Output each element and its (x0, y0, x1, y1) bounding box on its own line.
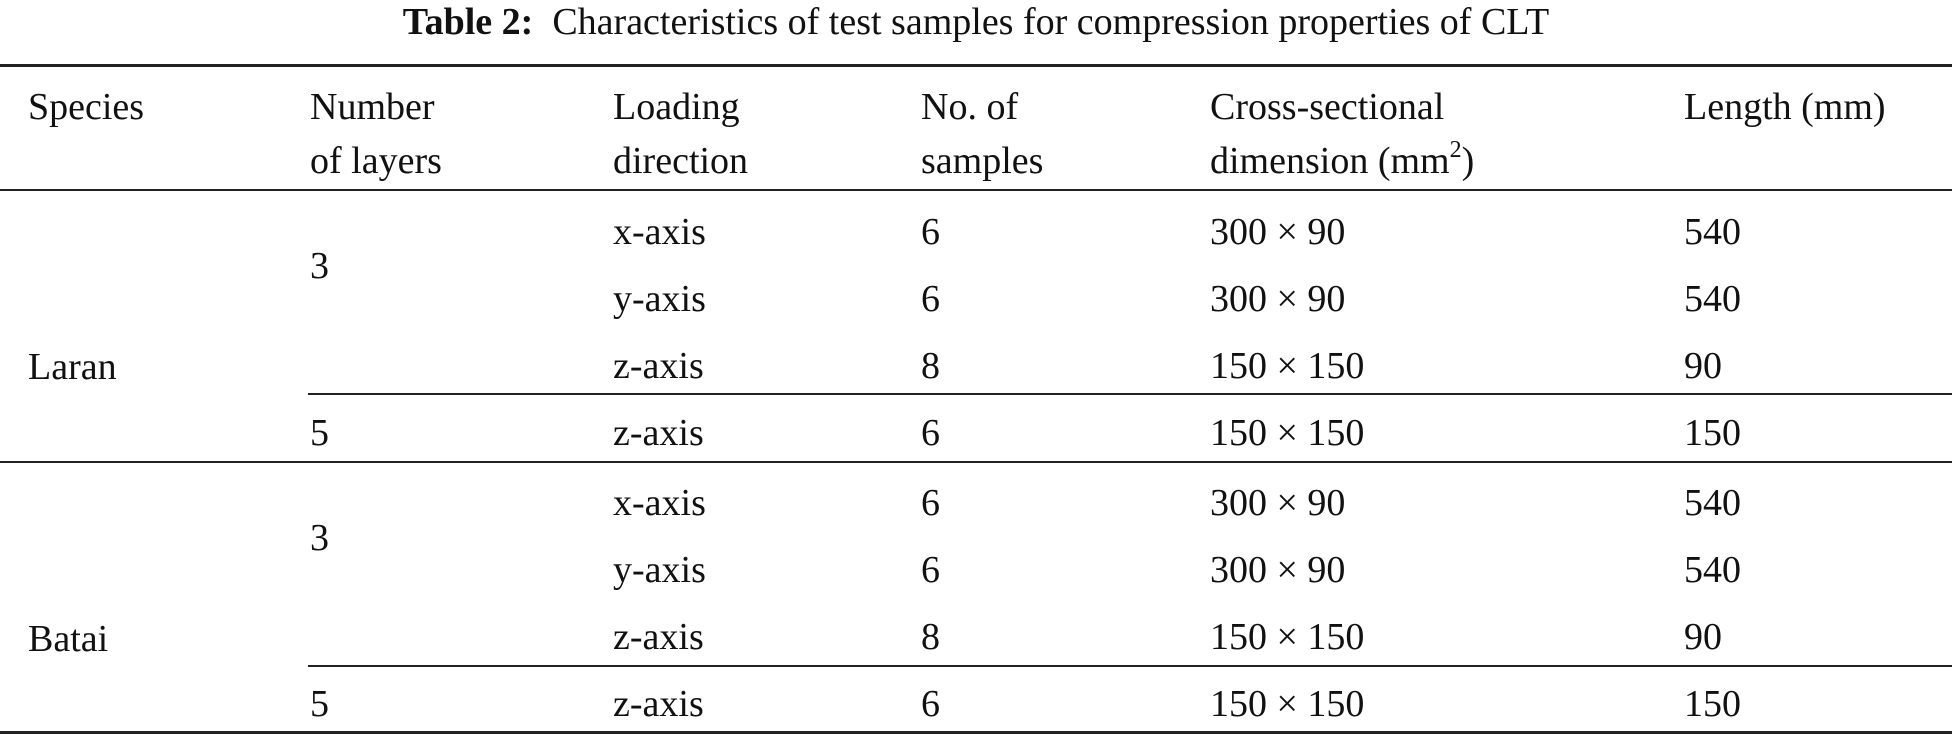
layers-cell: 5 (310, 412, 329, 454)
direction-cell: z-axis (613, 683, 704, 725)
header-length: Length (mm) (1684, 80, 1886, 134)
samples-cell: 6 (921, 211, 940, 253)
species-cell: Batai (28, 618, 109, 660)
header-layers-line1: Number (310, 86, 435, 128)
header-cross-superscript: 2 (1449, 137, 1462, 164)
cross-section-cell: 300 × 90 (1210, 549, 1346, 591)
length-cell: 540 (1684, 482, 1741, 524)
samples-cell: 6 (921, 412, 940, 454)
top-rule (0, 64, 1952, 67)
header-direction: Loading direction (613, 80, 748, 188)
length-cell: 90 (1684, 345, 1722, 387)
header-samples: No. of samples (921, 80, 1043, 188)
direction-cell: y-axis (613, 278, 706, 320)
direction-cell: x-axis (613, 211, 706, 253)
header-cross-line1: Cross-sectional (1210, 86, 1445, 128)
header-length-label: Length (mm) (1684, 86, 1886, 128)
cross-section-cell: 150 × 150 (1210, 683, 1365, 725)
samples-cell: 6 (921, 278, 940, 320)
direction-cell: y-axis (613, 549, 706, 591)
samples-cell: 6 (921, 683, 940, 725)
block-rule (308, 665, 1952, 667)
samples-cell: 6 (921, 549, 940, 591)
length-cell: 540 (1684, 549, 1741, 591)
header-cross-close: ) (1461, 140, 1475, 182)
samples-cell: 8 (921, 345, 940, 387)
cross-section-cell: 300 × 90 (1210, 482, 1346, 524)
table-caption: Table 2: Characteristics of test samples… (0, 0, 1952, 50)
layers-cell: 3 (310, 245, 329, 287)
header-samples-line1: No. of (921, 86, 1019, 128)
header-cross-section: Cross-sectional dimension (mm2) (1210, 80, 1474, 188)
table-caption-label: Table 2: (402, 1, 534, 43)
layers-cell: 5 (310, 683, 329, 725)
length-cell: 150 (1684, 683, 1741, 725)
direction-cell: z-axis (613, 412, 704, 454)
species-cell: Laran (28, 346, 117, 388)
header-samples-line2: samples (921, 140, 1044, 182)
header-layers-line2: of layers (310, 140, 442, 182)
cross-section-cell: 300 × 90 (1210, 211, 1346, 253)
direction-cell: z-axis (613, 616, 704, 658)
cross-section-cell: 150 × 150 (1210, 412, 1365, 454)
length-cell: 540 (1684, 278, 1741, 320)
bottom-rule (0, 731, 1952, 734)
group-rule (0, 461, 1952, 463)
header-cross-line2: dimension (mm2) (1210, 134, 1474, 188)
header-direction-line2: direction (613, 140, 749, 182)
samples-cell: 6 (921, 482, 940, 524)
header-layers: Number of layers (310, 80, 442, 188)
cross-section-cell: 150 × 150 (1210, 345, 1365, 387)
layers-cell: 3 (310, 517, 329, 559)
direction-cell: x-axis (613, 482, 706, 524)
length-cell: 150 (1684, 412, 1741, 454)
table-caption-text: Characteristics of test samples for comp… (552, 1, 1550, 43)
samples-cell: 8 (921, 616, 940, 658)
cross-section-cell: 150 × 150 (1210, 616, 1365, 658)
header-species-label: Species (28, 86, 145, 128)
header-direction-line1: Loading (613, 86, 740, 128)
length-cell: 90 (1684, 616, 1722, 658)
length-cell: 540 (1684, 211, 1741, 253)
header-cross-unit: dimension (mm (1210, 140, 1450, 182)
direction-cell: z-axis (613, 345, 704, 387)
header-species: Species (28, 80, 144, 134)
cross-section-cell: 300 × 90 (1210, 278, 1346, 320)
block-rule (308, 393, 1952, 395)
header-rule (0, 189, 1952, 191)
